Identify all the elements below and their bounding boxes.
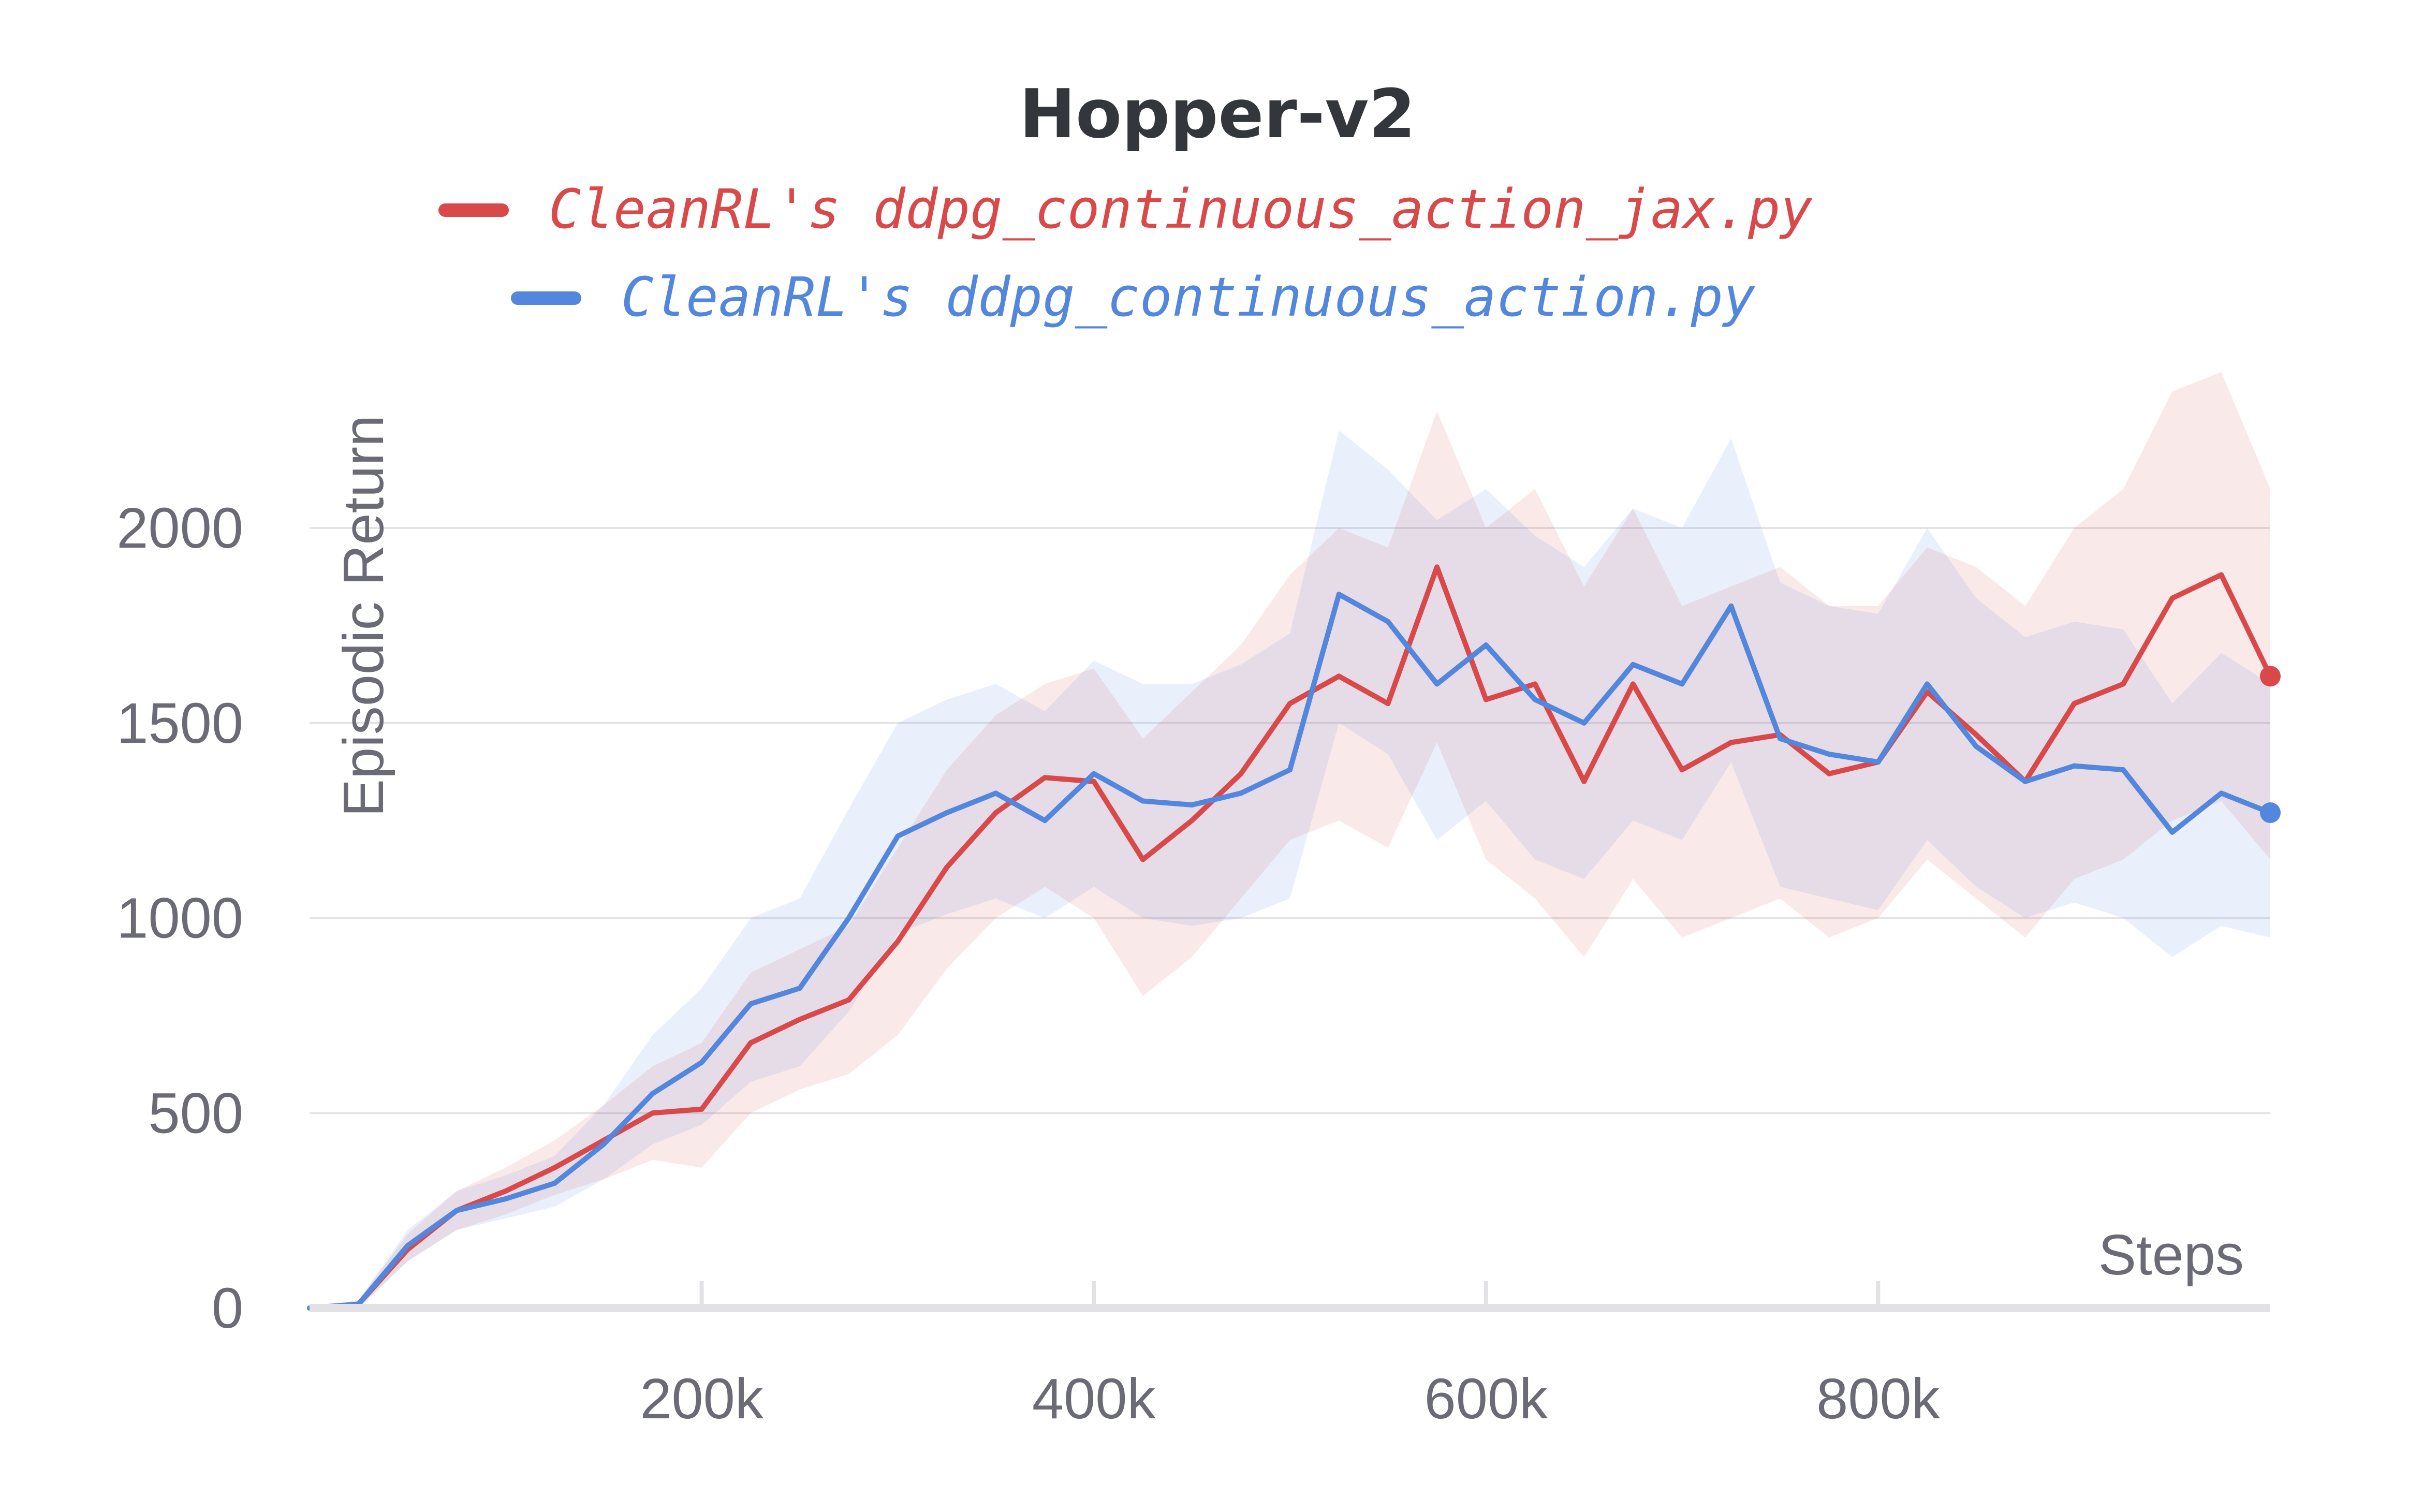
series-point <box>748 1040 754 1046</box>
series-point <box>2022 779 2028 784</box>
series-point <box>1973 743 1979 749</box>
series-point <box>1826 771 1832 776</box>
series-range-band <box>310 372 2270 1308</box>
x-tick-label: 200k <box>640 1367 764 1431</box>
series-point <box>1287 767 1293 773</box>
series-point <box>2120 767 2126 773</box>
series-point <box>1581 779 1587 784</box>
series-point <box>2072 763 2077 769</box>
series-point <box>1385 619 1391 624</box>
series-point <box>1679 681 1685 687</box>
series-point <box>1336 673 1342 679</box>
series-point <box>601 1141 607 1147</box>
series-point <box>1385 701 1391 707</box>
series-point <box>2072 701 2077 707</box>
x-axis-ticks: 200k 400k 600k 800k <box>640 1281 1941 1431</box>
series-point <box>650 1091 655 1096</box>
y-tick-label: 1500 <box>116 692 243 755</box>
series-point <box>1189 818 1195 824</box>
y-axis-ticks: 0 500 1000 1500 2000 <box>116 496 243 1340</box>
series-point <box>797 1017 802 1022</box>
series-lines <box>307 564 2273 1311</box>
y-axis-label: Episodic Return <box>332 415 395 817</box>
series-endpoints <box>2260 666 2281 824</box>
series-point <box>1238 771 1244 776</box>
range-bands <box>310 372 2270 1308</box>
series-point <box>1532 681 1538 687</box>
series-point <box>405 1243 410 1249</box>
x-tick-label: 600k <box>1425 1367 1549 1431</box>
series-point <box>1826 752 1832 757</box>
series-point <box>1042 818 1048 824</box>
series-point <box>1287 701 1293 707</box>
x-tick-label: 800k <box>1816 1367 1941 1431</box>
series-point <box>2219 572 2224 578</box>
series-point <box>1728 740 1734 745</box>
series-point <box>2219 790 2224 796</box>
series-point <box>1140 798 1146 804</box>
series-point <box>846 915 851 921</box>
series-point <box>1778 736 1783 741</box>
series-endpoint-marker <box>2260 666 2281 687</box>
series-point <box>699 1060 704 1065</box>
series-point <box>1532 697 1538 702</box>
series-point <box>993 810 998 816</box>
x-tick-label: 400k <box>1032 1367 1156 1431</box>
legend: CleanRL's ddpg_continuous_action_jax.py C… <box>438 178 1813 329</box>
series-point <box>2169 829 2175 835</box>
series-point <box>552 1165 557 1170</box>
series-point <box>993 790 998 796</box>
series-point <box>2169 595 2175 601</box>
series-point <box>1238 790 1244 796</box>
y-tick-label: 1000 <box>116 887 243 950</box>
series-point <box>2120 681 2126 687</box>
series-point <box>1336 592 1342 597</box>
series-point <box>895 938 901 944</box>
series-point <box>1434 681 1440 687</box>
chart-title: Hopper-v2 <box>1019 75 1416 153</box>
series-point <box>846 997 851 1003</box>
y-tick-label: 500 <box>148 1081 243 1145</box>
series-point <box>650 1110 655 1116</box>
series-point <box>1140 857 1146 862</box>
series-point <box>1091 779 1097 784</box>
series-point <box>944 810 950 816</box>
series-point <box>1630 662 1636 667</box>
series-point <box>454 1208 460 1213</box>
y-tick-label: 0 <box>212 1276 243 1340</box>
series-point <box>699 1106 704 1112</box>
series-point <box>1581 720 1587 726</box>
legend-label: CleanRL's ddpg_continuous_action_jax.py <box>549 178 1813 241</box>
series-range-band <box>310 430 2270 1308</box>
series-point <box>944 864 950 870</box>
series-point <box>1728 603 1734 609</box>
series-point <box>1434 564 1440 570</box>
series-point <box>1483 697 1489 702</box>
series-point <box>1973 732 1979 738</box>
series-point <box>503 1196 508 1202</box>
series-point <box>1091 771 1097 776</box>
series-point <box>797 986 802 991</box>
series-point <box>503 1188 508 1194</box>
legend-label: CleanRL's ddpg_continuous_action.py <box>621 266 1756 329</box>
y-tick-label: 2000 <box>116 496 243 560</box>
series-point <box>1483 642 1489 648</box>
series-endpoint-marker <box>2260 802 2281 824</box>
series-point <box>552 1180 557 1186</box>
series-point <box>1679 767 1685 773</box>
series-point <box>1875 759 1881 765</box>
x-axis-label: Steps <box>2098 1223 2244 1287</box>
series-point <box>1630 681 1636 687</box>
series-point <box>1189 802 1195 808</box>
series-point <box>1042 775 1048 781</box>
series-point <box>748 1001 754 1007</box>
series-point <box>895 833 901 839</box>
series-point <box>1925 681 1930 687</box>
